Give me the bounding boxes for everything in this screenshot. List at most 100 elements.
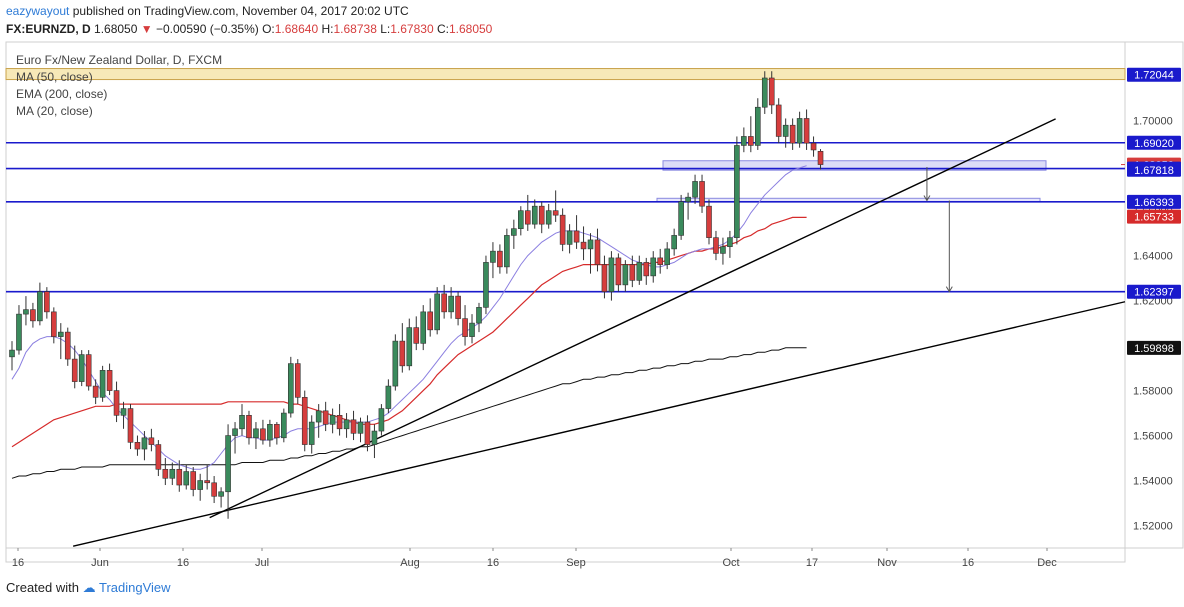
candle-body: [99, 370, 106, 398]
candle-body: [734, 145, 740, 238]
candle-body: [218, 491, 224, 497]
candle-body: [294, 363, 301, 398]
price-label-box: [1127, 162, 1181, 177]
price-label-box: [1127, 194, 1181, 209]
candle-body: [85, 354, 92, 387]
candle-body: [16, 313, 22, 351]
legend-ma20: MA (20, close): [16, 104, 93, 118]
chart-header: eazywayout published on TradingView.com,…: [6, 2, 1176, 38]
author-link[interactable]: eazywayout: [6, 4, 70, 18]
candle-body: [162, 468, 169, 479]
candle-body: [706, 205, 712, 238]
arrow-head: [923, 195, 931, 202]
candle-body: [420, 311, 427, 344]
candle-body: [741, 136, 747, 146]
candle-body: [573, 230, 580, 243]
x-tick-label: Jun: [91, 557, 109, 569]
arrow-head: [945, 286, 953, 293]
candle-body: [274, 424, 280, 439]
candle-body: [552, 210, 559, 216]
published-text: published on TradingView.com, November 0…: [72, 4, 409, 18]
price-label-text: 1.62397: [1134, 287, 1174, 299]
candle-body: [287, 363, 294, 414]
high-value: 1.68738: [333, 22, 377, 36]
candle-body: [545, 210, 552, 225]
candle-body: [727, 237, 733, 247]
price-label-box: [1127, 340, 1181, 355]
candle-body: [490, 250, 496, 263]
y-tick-label: 1.54000: [1133, 476, 1173, 488]
candle-body: [608, 257, 615, 292]
candle-body: [204, 480, 210, 484]
publish-line: eazywayout published on TradingView.com,…: [6, 2, 1176, 20]
x-tick-label: Jul: [255, 557, 269, 569]
candle-body: [469, 322, 475, 337]
time-axis: [5, 547, 1126, 563]
x-tick-label: Nov: [877, 557, 897, 569]
candle-body: [57, 331, 64, 337]
candle-body: [483, 262, 489, 308]
candle-body: [817, 150, 824, 165]
candle-body: [350, 419, 357, 434]
candle-body: [301, 397, 308, 445]
candle-body: [775, 104, 782, 137]
legend-ma50: MA (50, close): [16, 70, 93, 84]
price-label-box: [1127, 209, 1181, 224]
ma50-line: [11, 216, 807, 448]
candle-body: [92, 385, 99, 398]
y-tick-label: 1.64000: [1133, 251, 1173, 263]
candle-body: [768, 77, 775, 106]
candle-body: [176, 468, 183, 486]
x-tick-label: Dec: [1037, 557, 1057, 569]
candle-body: [671, 235, 677, 250]
y-tick-label: 1.58000: [1133, 386, 1173, 398]
candle-body: [476, 307, 482, 324]
support-box-upper: [662, 160, 1047, 171]
candle-body: [559, 214, 566, 245]
trendline: [72, 301, 1126, 547]
price-label-text: 1.72044: [1134, 70, 1174, 82]
candle-body: [260, 428, 266, 441]
candle-body: [155, 444, 162, 470]
candle-body: [322, 410, 329, 425]
candle-body: [329, 415, 336, 425]
candle-body: [9, 349, 15, 358]
candle-body: [78, 354, 85, 382]
price-chart[interactable]: 1.520001.540001.560001.580001.600001.620…: [0, 40, 1184, 575]
candle-body: [504, 235, 510, 268]
tradingview-logo-icon: ☁: [82, 580, 96, 595]
candle-body: [413, 327, 420, 344]
candle-body: [239, 415, 245, 430]
candle-body: [141, 437, 148, 450]
price-label-text: 1.67818: [1134, 165, 1174, 177]
candle-body: [601, 264, 608, 292]
candle-body: [455, 295, 461, 319]
close-value: 1.68050: [448, 22, 493, 36]
candle-body: [629, 264, 636, 281]
candle-body: [803, 118, 810, 144]
candle-body: [169, 468, 176, 479]
candle-body: [761, 77, 768, 108]
price-label-box: [1127, 135, 1181, 150]
open-label: O:: [262, 22, 275, 36]
candle-body: [441, 293, 447, 313]
price-change: −0.00590 (−0.35%): [155, 22, 259, 36]
candle-body: [378, 408, 385, 432]
candle-body: [343, 419, 350, 430]
quote-line: FX:EURNZD, D 1.68050 ▼ −0.00590 (−0.35%)…: [6, 20, 1176, 38]
tradingview-link[interactable]: TradingView: [99, 580, 171, 595]
price-label-text: 1.59898: [1134, 343, 1174, 355]
open-value: 1.68640: [274, 22, 319, 36]
candle-body: [650, 257, 657, 277]
candle-body: [336, 415, 343, 430]
candle-body: [281, 412, 287, 439]
candle-body: [497, 250, 503, 268]
candle-body: [406, 327, 413, 367]
legend-ema200: EMA (200, close): [16, 87, 108, 101]
y-tick-label: 1.70000: [1133, 116, 1173, 128]
candle-body: [643, 262, 650, 277]
low-value: 1.67830: [390, 22, 434, 36]
close-label: C:: [436, 22, 449, 36]
high-label: H:: [321, 22, 334, 36]
candle-body: [518, 210, 524, 229]
